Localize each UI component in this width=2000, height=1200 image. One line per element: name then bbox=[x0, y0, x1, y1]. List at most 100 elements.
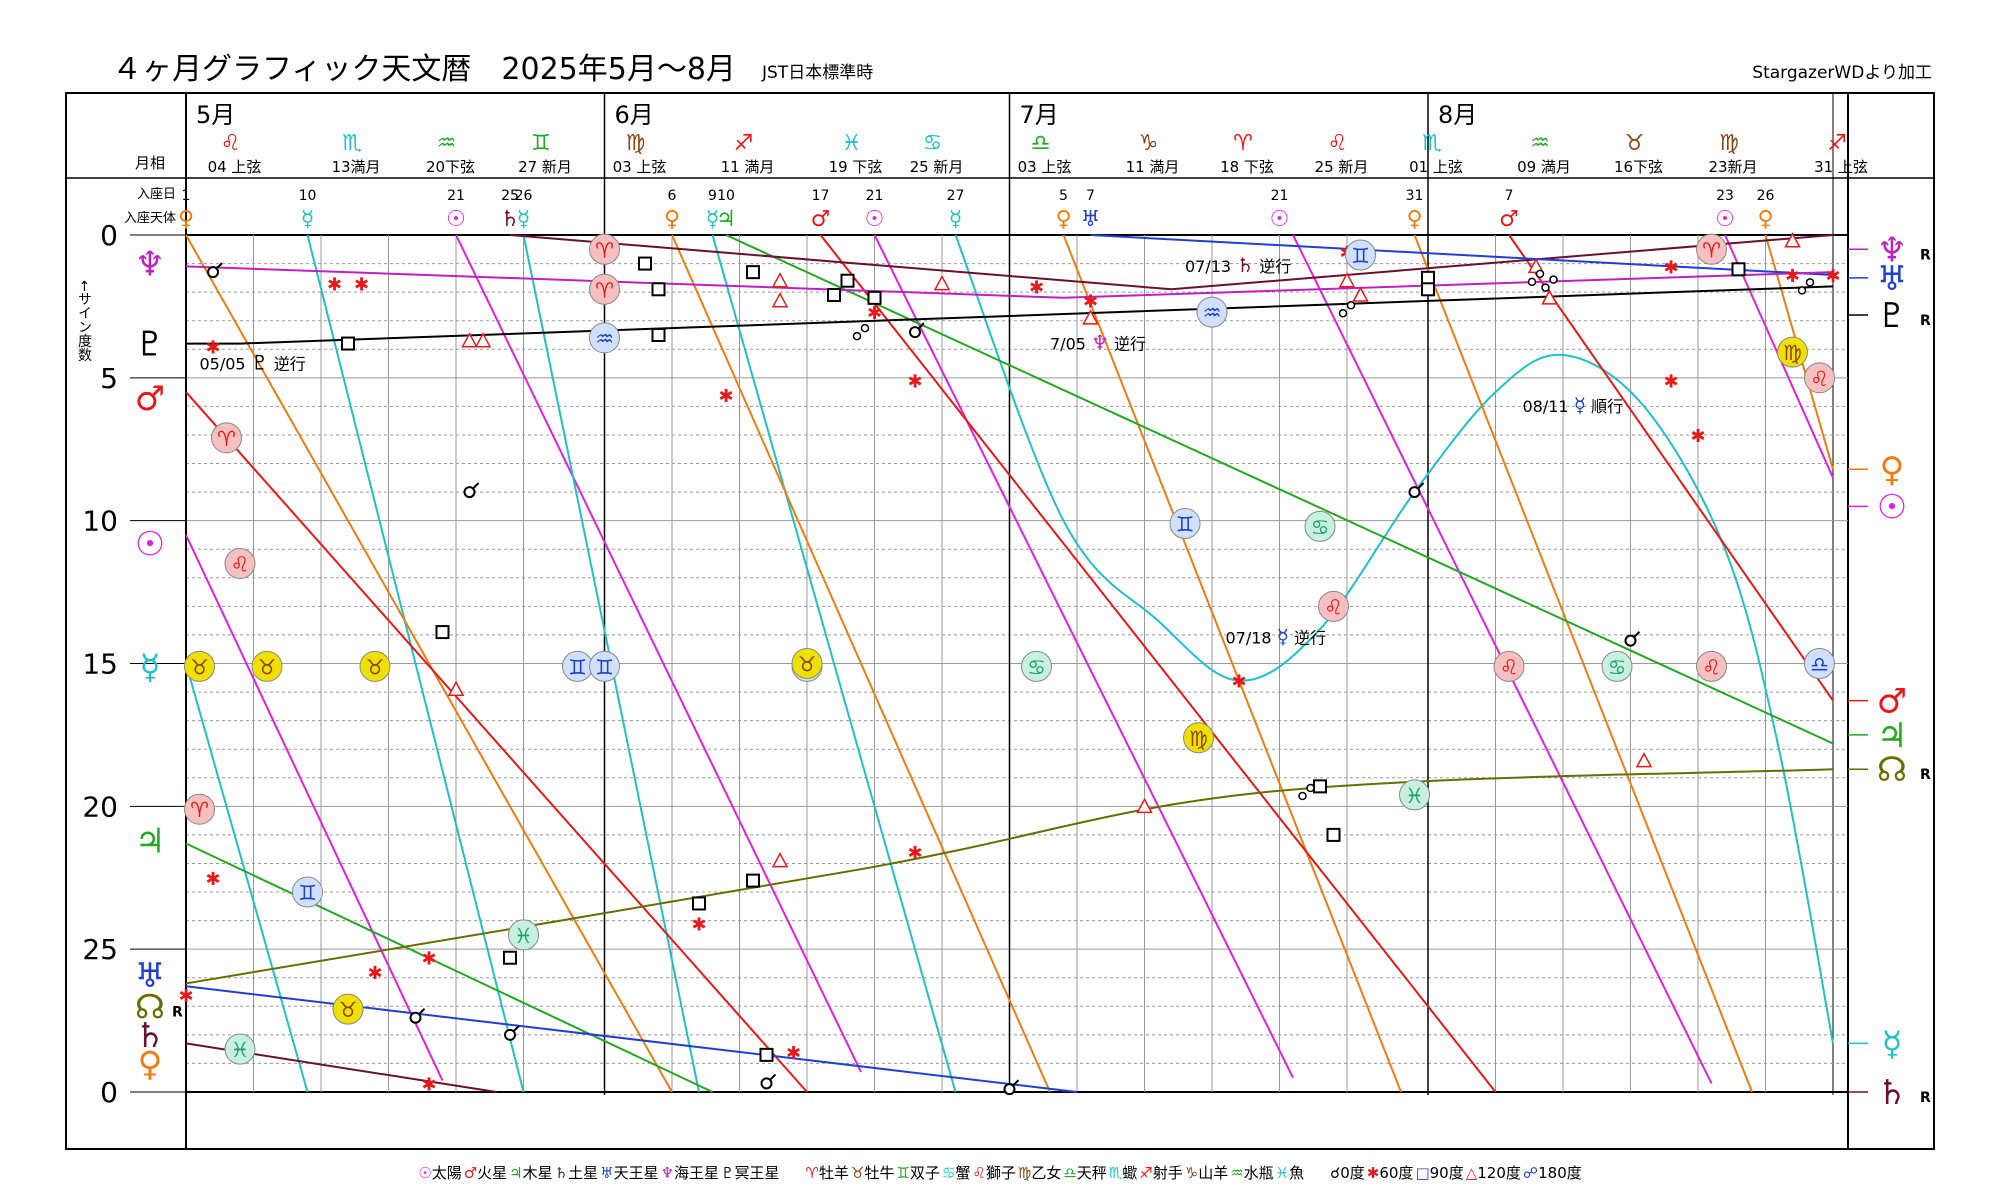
trine-aspect-mark bbox=[933, 274, 951, 291]
legend-item: ♒水瓶 bbox=[1230, 1164, 1273, 1182]
legend-label: 牡牛 bbox=[864, 1164, 895, 1182]
moon-phase-sign: ♌ bbox=[1328, 131, 1348, 156]
ingress-glyph-sun: ☉ bbox=[1715, 207, 1735, 232]
legend-symbol: ♐ bbox=[1139, 1164, 1153, 1182]
sextile-aspect-mark: ✱ bbox=[1083, 292, 1098, 313]
sign-marker: ♓ bbox=[508, 919, 539, 951]
sign-marker-glyph: ♊ bbox=[595, 655, 614, 679]
opposition-ring bbox=[860, 323, 870, 333]
conjunction-ring bbox=[207, 266, 219, 279]
sign-marker: ♒ bbox=[1196, 296, 1228, 328]
retrograde-label: R bbox=[1920, 247, 1931, 263]
conjunction-tick bbox=[1633, 630, 1641, 638]
opposition-ring bbox=[1527, 277, 1537, 287]
conjunction-ring bbox=[409, 1011, 422, 1024]
moon-phase-label: 13満月 bbox=[331, 158, 380, 176]
conjunction-ring bbox=[909, 326, 921, 339]
right-glyph-sun: ☉ bbox=[1877, 487, 1907, 527]
moon-phase-sign: ♈ bbox=[1233, 131, 1253, 156]
moon-phase-sign: ♌ bbox=[221, 131, 241, 156]
month-label: 6月 bbox=[615, 101, 654, 129]
ingress-glyph-jupiter: ♃ bbox=[716, 207, 736, 232]
square-aspect-mark bbox=[651, 327, 666, 342]
moon-phase-label: 25 新月 bbox=[1315, 158, 1369, 176]
legend-item: ♋蟹 bbox=[942, 1164, 970, 1182]
legend-item: △120度 bbox=[1466, 1164, 1521, 1182]
opposition-aspect-mark bbox=[1541, 275, 1558, 292]
sign-marker-glyph: ♈ bbox=[595, 238, 614, 262]
opposition-ring bbox=[1541, 283, 1550, 292]
sign-marker-disc bbox=[184, 650, 215, 682]
sign-marker-disc bbox=[589, 233, 620, 265]
conjunction-ring bbox=[504, 1028, 516, 1041]
station-annotation: 07/13 ♄ 逆行 bbox=[1185, 253, 1291, 277]
legend-label: 乙女 bbox=[1031, 1164, 1062, 1182]
sign-marker-glyph: ♉ bbox=[366, 655, 385, 679]
trine-aspect-mark bbox=[1352, 286, 1369, 302]
legend-symbol: ♊ bbox=[896, 1164, 910, 1182]
moon-phase-sign: ♋ bbox=[923, 131, 943, 156]
legend-item: ♑山羊 bbox=[1185, 1164, 1228, 1182]
sign-marker-glyph: ♍ bbox=[1189, 727, 1208, 751]
right-glyph-jupiter: ♃ bbox=[1877, 716, 1907, 756]
legend-symbol: ♂ bbox=[463, 1164, 478, 1182]
sign-marker-glyph: ♋ bbox=[1608, 655, 1627, 679]
sign-marker-glyph: ♈ bbox=[1702, 238, 1721, 262]
station-annotation: 05/05 ♇ 逆行 bbox=[200, 350, 306, 374]
conjunction-tick bbox=[769, 1073, 777, 1081]
ingress-day: 9 bbox=[708, 188, 717, 204]
y-axis-label: ←サイン度数 bbox=[76, 280, 92, 362]
sign-marker-disc bbox=[1021, 650, 1052, 682]
sign-marker-glyph: ♈ bbox=[217, 427, 236, 451]
square-aspect-mark bbox=[1421, 282, 1435, 297]
legend-label: 蠍 bbox=[1122, 1164, 1138, 1182]
sextile-aspect-mark: ✱ bbox=[907, 843, 922, 864]
ingress-glyph-mercury: ☿ bbox=[706, 207, 720, 232]
sign-marker: ♈ bbox=[211, 422, 242, 454]
square-aspect-mark bbox=[840, 273, 855, 288]
legend-symbol: ♓ bbox=[1275, 1164, 1290, 1182]
sign-marker: ♈ bbox=[1696, 233, 1727, 265]
ingress-day: 25 bbox=[501, 188, 519, 204]
month-label: 8月 bbox=[1438, 101, 1477, 129]
ingress-day: 6 bbox=[668, 188, 677, 204]
sign-marker: ♉ bbox=[332, 993, 364, 1025]
sign-marker-disc bbox=[589, 322, 620, 354]
station-annotation: 7/05 ♆ 逆行 bbox=[1050, 330, 1146, 354]
y-tick-label: 0 bbox=[100, 1076, 118, 1109]
ingress-glyph-sun: ☉ bbox=[1270, 207, 1290, 232]
sign-marker-disc bbox=[1169, 508, 1201, 540]
ingress-glyph-mars: ♂ bbox=[1499, 207, 1519, 232]
opposition-ring bbox=[1346, 301, 1356, 310]
legend-symbol: ♋ bbox=[941, 1164, 956, 1182]
moon-phase-sign: ♑ bbox=[1139, 131, 1159, 156]
legend-symbol: ♍ bbox=[1017, 1164, 1032, 1182]
sign-marker: ♉ bbox=[251, 650, 283, 682]
trine-aspect-mark bbox=[461, 332, 478, 348]
legend-symbol: ♒ bbox=[1230, 1164, 1244, 1182]
moon-phase-sign: ♉ bbox=[1625, 131, 1645, 156]
legend-item: □90度 bbox=[1415, 1164, 1463, 1182]
sun-line bbox=[455, 234, 862, 1073]
ingress-day: 23 bbox=[1716, 188, 1734, 204]
conjunction-aspect-mark bbox=[463, 482, 480, 499]
ingress-glyph-saturn: ♄ bbox=[500, 207, 520, 232]
conjunction-aspect-mark bbox=[909, 322, 925, 339]
sign-marker-glyph: ♓ bbox=[514, 924, 533, 948]
trine-aspect-mark bbox=[771, 272, 789, 288]
opposition-ring bbox=[1306, 783, 1315, 793]
opposition-aspect-mark bbox=[1797, 278, 1815, 295]
sun-line bbox=[185, 534, 444, 1082]
square-aspect-mark bbox=[341, 336, 355, 351]
ingress-day: 10 bbox=[717, 188, 735, 204]
moon-phase-label: 09 満月 bbox=[1517, 158, 1571, 176]
moon-phase-label: 20下弦 bbox=[426, 158, 475, 176]
legend-item: ♌獅子 bbox=[972, 1164, 1015, 1182]
sign-marker: ♉ bbox=[359, 650, 391, 682]
trine-aspect-mark bbox=[1338, 272, 1356, 288]
legend: ☉太陽 ♂火星 ♃木星 ♄土星 ♅天王星 ♆海王星 ♇冥王星 ♈牡羊 ♉牡牛 ♊双子 ♋蟹 ♌獅子 ♍乙… bbox=[0, 1162, 2000, 1183]
ingress-glyph-sun: ☉ bbox=[446, 207, 466, 232]
moon-phase-sign: ♐ bbox=[734, 131, 754, 156]
ingress-day: 7 bbox=[1505, 188, 1514, 204]
legend-item: ♄土星 bbox=[555, 1164, 598, 1182]
